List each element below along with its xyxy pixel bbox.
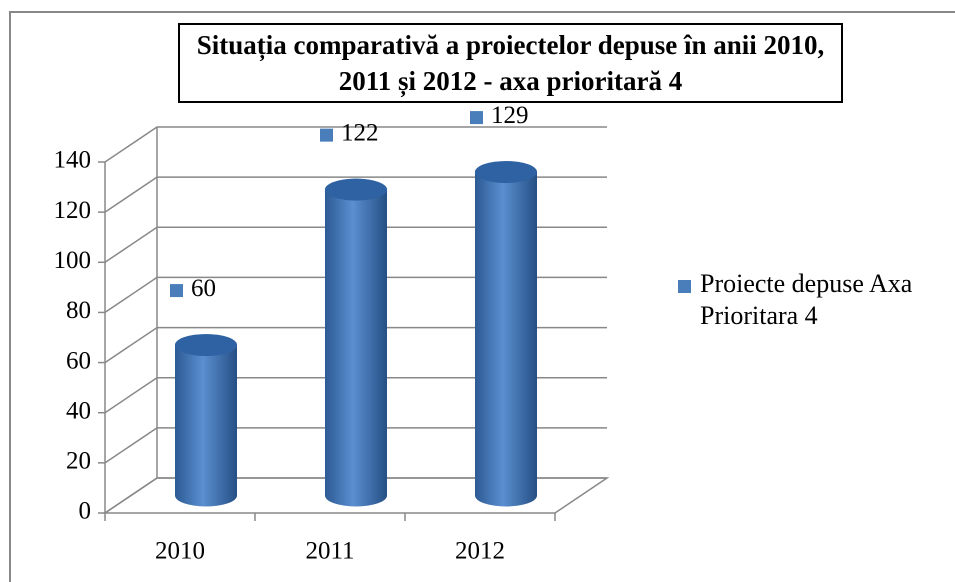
y-tick-label: 140 <box>54 147 92 174</box>
value-label-marker <box>320 128 333 142</box>
bar <box>475 161 537 507</box>
bar <box>175 334 237 507</box>
y-tick-label: 60 <box>66 347 91 374</box>
y-tick-label: 120 <box>54 197 92 224</box>
bar-top <box>475 161 537 184</box>
y-tick-label: 0 <box>79 498 92 525</box>
y-tick-label: 80 <box>66 297 91 324</box>
bar-top <box>175 334 237 357</box>
legend-swatch <box>678 280 691 293</box>
x-tick-label: 2011 <box>305 538 354 565</box>
y-tick-label: 100 <box>54 247 92 274</box>
x-tick-label: 2012 <box>455 538 505 565</box>
y-tick-label: 20 <box>66 448 91 475</box>
bar-top <box>325 178 387 201</box>
plot: 0 20 40 60 80 100 120 140 2010 60 2011 122 2012 129 <box>54 102 610 565</box>
value-label: 129 <box>491 102 529 129</box>
value-label: 122 <box>341 119 379 146</box>
x-tick-label: 2010 <box>155 538 205 565</box>
legend-label: Proiecte depuse Axa Prioritara 4 <box>700 269 913 330</box>
value-label-marker <box>170 284 183 298</box>
chart-title: Situația comparativă a proiectelor depus… <box>178 23 843 103</box>
chart-border <box>9 11 955 582</box>
legend: Proiecte depuse Axa Prioritara 4 <box>666 268 926 332</box>
value-label-marker <box>470 111 483 125</box>
y-tick-label: 40 <box>66 397 91 424</box>
bar <box>325 178 387 507</box>
value-label: 60 <box>191 275 216 302</box>
